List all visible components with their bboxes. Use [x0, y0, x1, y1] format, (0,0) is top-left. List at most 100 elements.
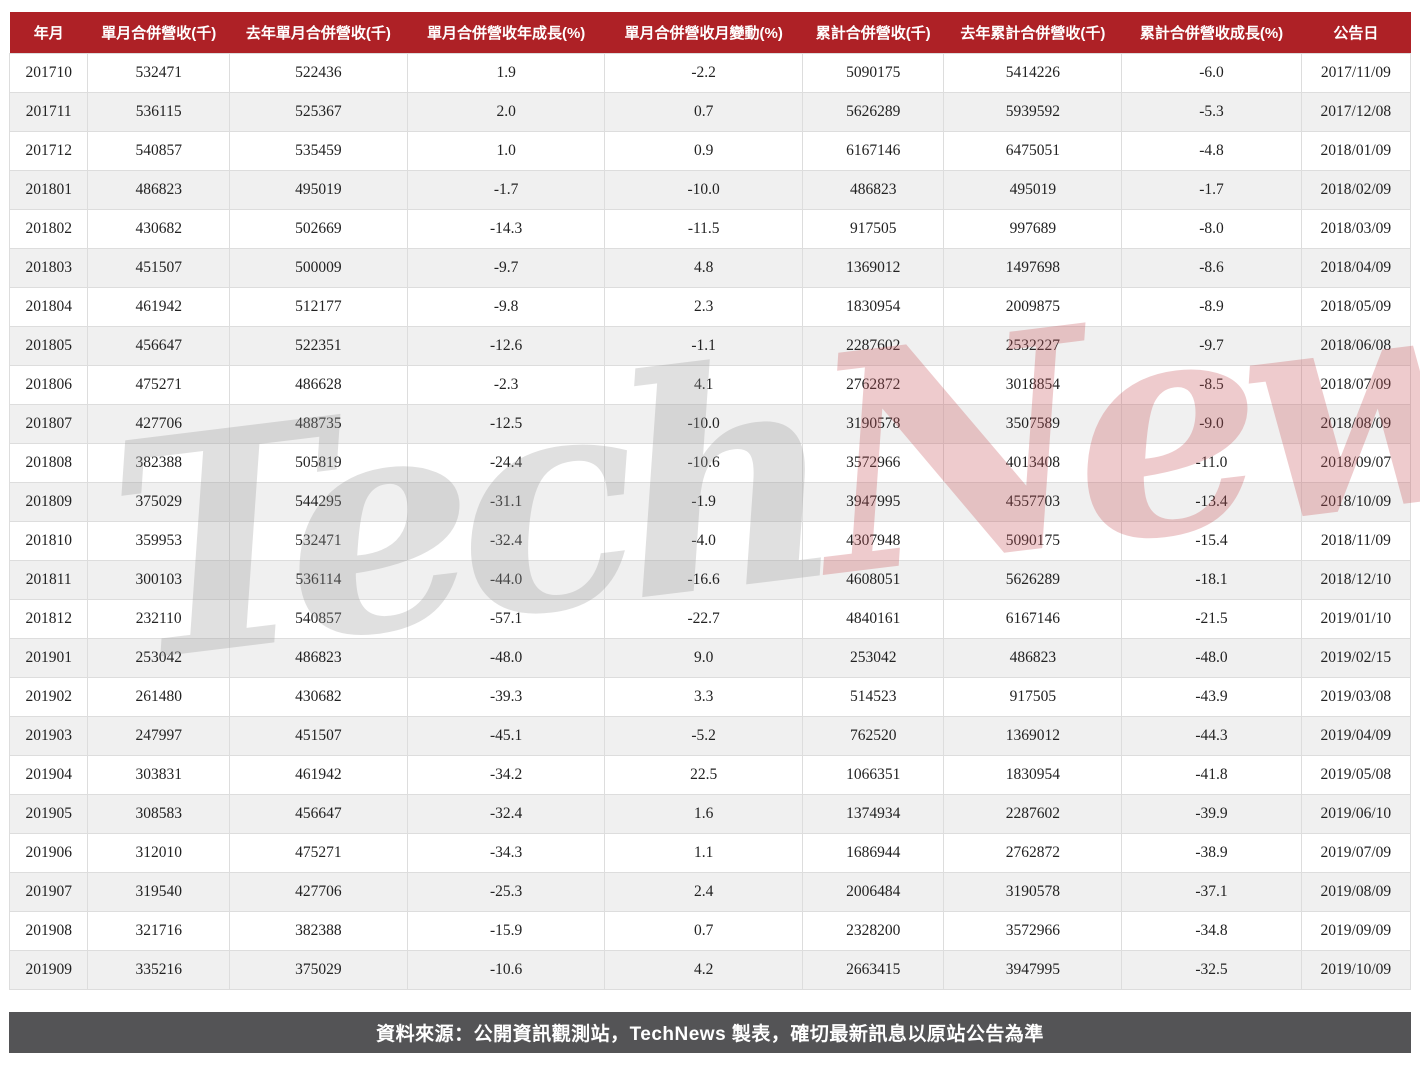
table-cell: 486823 [801, 169, 945, 210]
table-row: 201806 475271 486628 -2.3 4.1 2762872 3018854-… [8, 364, 1412, 405]
table-cell: -8.5 [1121, 364, 1302, 405]
table-cell: 201903 [8, 715, 89, 756]
table-cell: 456647 [228, 793, 408, 834]
table-cell: 5626289 [943, 559, 1123, 600]
table-cell: 4013408 [943, 442, 1123, 483]
table-cell: 917505 [943, 676, 1123, 717]
table-cell: -25.3 [406, 871, 606, 912]
table-row: 201908 321716 382388 -15.9 0.7 2328200 3572966… [8, 910, 1412, 951]
table-cell: 1369012 [943, 715, 1123, 756]
table-header: 年月 單月合併營收(千) 去年單月合併營收(千) 單月合併營收年成長(%) 單月合併營收… [9, 12, 1411, 53]
table-cell: 451507 [87, 247, 230, 288]
table-cell: 201802 [8, 208, 89, 249]
table-cell: 3947995 [943, 949, 1123, 990]
table-cell: 540857 [87, 130, 230, 171]
table-cell: -12.6 [406, 325, 606, 366]
table-cell: -9.7 [406, 247, 606, 288]
table-cell: 5090175 [943, 520, 1123, 561]
table-cell: -13.4 [1121, 481, 1302, 522]
table-cell: -43.9 [1121, 676, 1302, 717]
table-cell: 201906 [8, 832, 89, 873]
table-cell: 2018/11/09 [1300, 520, 1412, 561]
table-cell: 430682 [228, 676, 408, 717]
table-cell: 2006484 [801, 871, 945, 912]
table-cell: 253042 [801, 637, 945, 678]
table-cell: 536114 [228, 559, 408, 600]
table-cell: 201809 [8, 481, 89, 522]
column-header: 累計合併營收(千) [802, 12, 944, 53]
table-cell: 4557703 [943, 481, 1123, 522]
table-cell: 0.7 [604, 91, 803, 132]
table-row: 201711 536115 525367 2.0 0.7 5626289 5939592 -5… [8, 91, 1412, 132]
table-cell: -1.7 [406, 169, 606, 210]
table-cell: 201801 [8, 169, 89, 210]
column-header: 年月 [9, 12, 88, 53]
table-cell: 0.7 [604, 910, 803, 951]
table-cell: 461942 [87, 286, 230, 327]
table-cell: 2532227 [943, 325, 1123, 366]
table-cell: -8.0 [1121, 208, 1302, 249]
table-cell: 486823 [87, 169, 230, 210]
table-cell: 1.6 [604, 793, 803, 834]
table-cell: 2019/03/08 [1300, 676, 1412, 717]
table-cell: 303831 [87, 754, 230, 795]
table-row: 201804 461942 512177 -9.8 2.3 1830954 2009875-… [8, 286, 1412, 327]
table-row: 201712 540857 535459 1.0 0.9 6167146 6475051 -4… [8, 130, 1412, 171]
table-cell: -34.3 [406, 832, 606, 873]
table-cell: 5939592 [943, 91, 1123, 132]
table-cell: -31.1 [406, 481, 606, 522]
table-row: 201801 486823 495019 -1.7 -10.0 486823 495019-… [8, 169, 1412, 210]
table-cell: 2287602 [801, 325, 945, 366]
table-cell: -15.9 [406, 910, 606, 951]
table-cell: -4.8 [1121, 130, 1302, 171]
table-cell: 9.0 [604, 637, 803, 678]
table-cell: 375029 [228, 949, 408, 990]
table-cell: 0.9 [604, 130, 803, 171]
column-header: 單月合併營收年成長(%) [407, 12, 605, 53]
table-row: 201901 253042 486823 -48.0 9.0 253042 486823 -4… [8, 637, 1412, 678]
table-row: 201905 308583 456647 -32.4 1.6 1374934 2287602… [8, 793, 1412, 834]
table-cell: 3190578 [801, 403, 945, 444]
table-row: 201909 335216 375029 -10.6 4.2 2663415 3947995… [8, 949, 1412, 990]
table-cell: 997689 [943, 208, 1123, 249]
table-cell: -34.2 [406, 754, 606, 795]
table-cell: -6.0 [1121, 52, 1302, 93]
table-cell: 2328200 [801, 910, 945, 951]
table-row: 201809 375029 544295 -31.1 -1.9 3947995 455770… [8, 481, 1412, 522]
column-header: 累計合併營收成長(%) [1121, 12, 1302, 53]
table-cell: 2019/08/09 [1300, 871, 1412, 912]
table-cell: -44.0 [406, 559, 606, 600]
table-cell: -14.3 [406, 208, 606, 249]
table-cell: 1.0 [406, 130, 606, 171]
table-cell: 1066351 [801, 754, 945, 795]
table-cell: 201902 [8, 676, 89, 717]
table-cell: -11.0 [1121, 442, 1302, 483]
table-cell: 2762872 [943, 832, 1123, 873]
table-cell: 5414226 [943, 52, 1123, 93]
table-cell: 22.5 [604, 754, 803, 795]
table-row: 201904 303831 461942 -34.2 22.5 1066351 183095… [8, 754, 1412, 795]
table-cell: 201711 [8, 91, 89, 132]
table-cell: 427706 [87, 403, 230, 444]
table-cell: -34.8 [1121, 910, 1302, 951]
table-cell: -2.3 [406, 364, 606, 405]
table-row: 201903 247997 451507 -45.1 -5.2 762520 1369012… [8, 715, 1412, 756]
table-cell: 2018/10/09 [1300, 481, 1412, 522]
table-cell: 532471 [87, 52, 230, 93]
table-cell: 2018/07/09 [1300, 364, 1412, 405]
table-cell: 2762872 [801, 364, 945, 405]
table-cell: 3190578 [943, 871, 1123, 912]
table-cell: -48.0 [406, 637, 606, 678]
table-cell: 1686944 [801, 832, 945, 873]
table-cell: 2019/06/10 [1300, 793, 1412, 834]
table-cell: 3.3 [604, 676, 803, 717]
table-cell: -39.3 [406, 676, 606, 717]
column-header: 公告日 [1301, 12, 1411, 53]
table-cell: 375029 [87, 481, 230, 522]
table-cell: 2.0 [406, 91, 606, 132]
table-cell: 532471 [228, 520, 408, 561]
table-cell: 451507 [228, 715, 408, 756]
table-cell: 4.2 [604, 949, 803, 990]
table-cell: -5.2 [604, 715, 803, 756]
table-row: 201811 300103 536114 -44.0 -16.6 4608051 56262… [8, 559, 1412, 600]
